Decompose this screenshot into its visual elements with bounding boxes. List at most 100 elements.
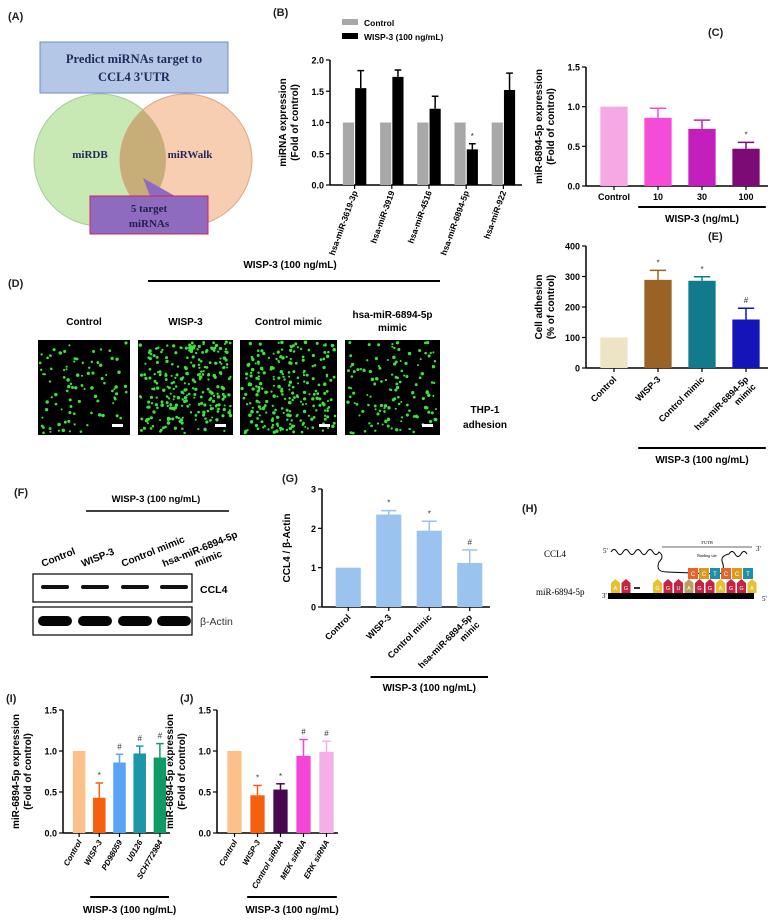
chart-e: (E) 0 100 200 300 400 Cell adhesion (% of contr… (534, 231, 768, 466)
side-label-1: THP-1 (471, 405, 500, 416)
x-tick-label: Control (62, 838, 84, 868)
panel-label: (I) (6, 693, 17, 705)
bar (273, 789, 288, 833)
y-tick-label: 1.0 (198, 747, 211, 757)
mirwalk-label: miRWalk (168, 149, 214, 161)
binding-label: Binding site (697, 553, 717, 558)
y-tick-label: 1.0 (311, 118, 324, 128)
y-tick-label: 3 (311, 485, 316, 495)
legend-label: WISP-3 (100 ng/mL) (364, 32, 444, 42)
x-tick-label: WISP-3 (364, 612, 393, 641)
adhesion-micrograph (138, 340, 233, 435)
lane-label: WISP-3 (80, 547, 116, 570)
base-letter: U (677, 586, 681, 592)
x-tick-label: WISP-3 (241, 838, 263, 867)
five-prime-top: 5' (603, 547, 608, 555)
bar (319, 751, 334, 833)
mirna-strand (608, 593, 754, 599)
mirna-base (695, 579, 704, 593)
x-tick-label: 30 (697, 192, 707, 202)
significance-mark: * (98, 771, 101, 780)
y-axis-label: (Fold of control) (23, 733, 34, 810)
x-tick-label: Control (323, 612, 353, 642)
bar (113, 762, 126, 833)
y-tick-label: 200 (565, 303, 580, 313)
mirna-base (621, 579, 631, 593)
y-tick-label: 0.0 (198, 829, 211, 839)
mrna-base (732, 568, 742, 579)
lane-label: Control (40, 546, 77, 570)
column-label: WISP-3 (168, 317, 203, 328)
prediction-title-2: CCL4 3'UTR (98, 70, 171, 84)
y-tick-label: 1.5 (311, 87, 324, 97)
mrna-base (699, 568, 709, 579)
bar (429, 108, 441, 185)
y-tick-label: 2 (311, 524, 316, 534)
base-letter: G (708, 586, 712, 592)
five-prime-bottom: 5' (762, 595, 767, 603)
group-label: WISP-3 (100 ng/mL) (245, 905, 338, 916)
band-beta-actin (78, 616, 112, 626)
significance-mark: # (324, 729, 329, 738)
y-axis-label: miRNA expression (278, 78, 289, 167)
y-tick-label: 0.0 (567, 182, 580, 192)
y-tick-label: 2.0 (311, 56, 324, 66)
y-tick-label: 0.0 (311, 181, 324, 191)
y-axis-label: (Fold of control) (290, 84, 301, 161)
base-letter: A (614, 586, 618, 592)
bar (342, 122, 355, 185)
x-tick-label: 10 (653, 192, 663, 202)
y-axis-label: (% of control) (546, 275, 557, 339)
panel-d: (D) WISP-3 (100 ng/mL) Control WISP-3 Cont… (8, 260, 507, 435)
y-tick-label: 0.5 (198, 788, 211, 798)
scale-bar (422, 424, 433, 427)
mirna-label: miR-6894-5p (536, 587, 585, 597)
band-ccl4 (121, 585, 149, 589)
y-axis-label: miR-6894-5p expression (11, 714, 22, 829)
panel-f: (F) WISP-3 (100 ng/mL) Control WISP-3 Cont… (14, 487, 239, 636)
side-label-2: adhesion (463, 420, 507, 431)
x-tick-label: Control (589, 374, 619, 404)
bar (644, 117, 672, 186)
x-tick-label: U0126 (125, 838, 145, 863)
mrna-strand (610, 549, 748, 575)
adhesion-micrograph (345, 340, 440, 435)
bar (454, 122, 466, 185)
panel-label: (E) (708, 231, 723, 243)
panel-label: (G) (282, 473, 298, 485)
adhesion-micrograph (38, 340, 130, 435)
panel-label: (F) (14, 487, 28, 499)
three-prime-bottom: 3' (602, 592, 607, 600)
y-tick-label: 1.0 (567, 102, 580, 112)
panel-label: (J) (180, 693, 194, 705)
scale-bar (215, 424, 226, 427)
mirna-base (684, 579, 694, 593)
bar (644, 279, 672, 368)
base-letter: C (702, 572, 707, 578)
panel-label: (A) (8, 11, 24, 23)
y-tick-label: 0.5 (44, 788, 57, 798)
x-tick-label: hsa-miR-6894-5p (438, 189, 471, 256)
treatment-label: WISP-3 (100 ng/mL) (112, 494, 201, 505)
result-box (89, 195, 209, 235)
mrna-base (743, 568, 753, 579)
mrna-base (688, 568, 698, 579)
x-tick-label: WISP-3 (82, 838, 104, 867)
base-letter: A (750, 586, 754, 592)
bar (153, 757, 167, 833)
y-tick-label: 1.5 (44, 706, 57, 716)
legend-label: Control (364, 18, 394, 28)
mirna-base (663, 579, 673, 593)
base-letter: G (739, 586, 743, 592)
treatment-label: WISP-3 (100 ng/mL) (243, 260, 336, 271)
band-beta-actin (157, 616, 191, 626)
gene-label: CCL4 (544, 549, 567, 559)
y-tick-label: 0.5 (311, 149, 324, 159)
utr-label: 3'UTR (701, 540, 713, 545)
bar (250, 795, 265, 833)
result-text-1: 5 target (131, 203, 168, 215)
mirna-base (737, 579, 746, 593)
base-letter: T (746, 572, 750, 578)
significance-mark: * (387, 499, 390, 508)
